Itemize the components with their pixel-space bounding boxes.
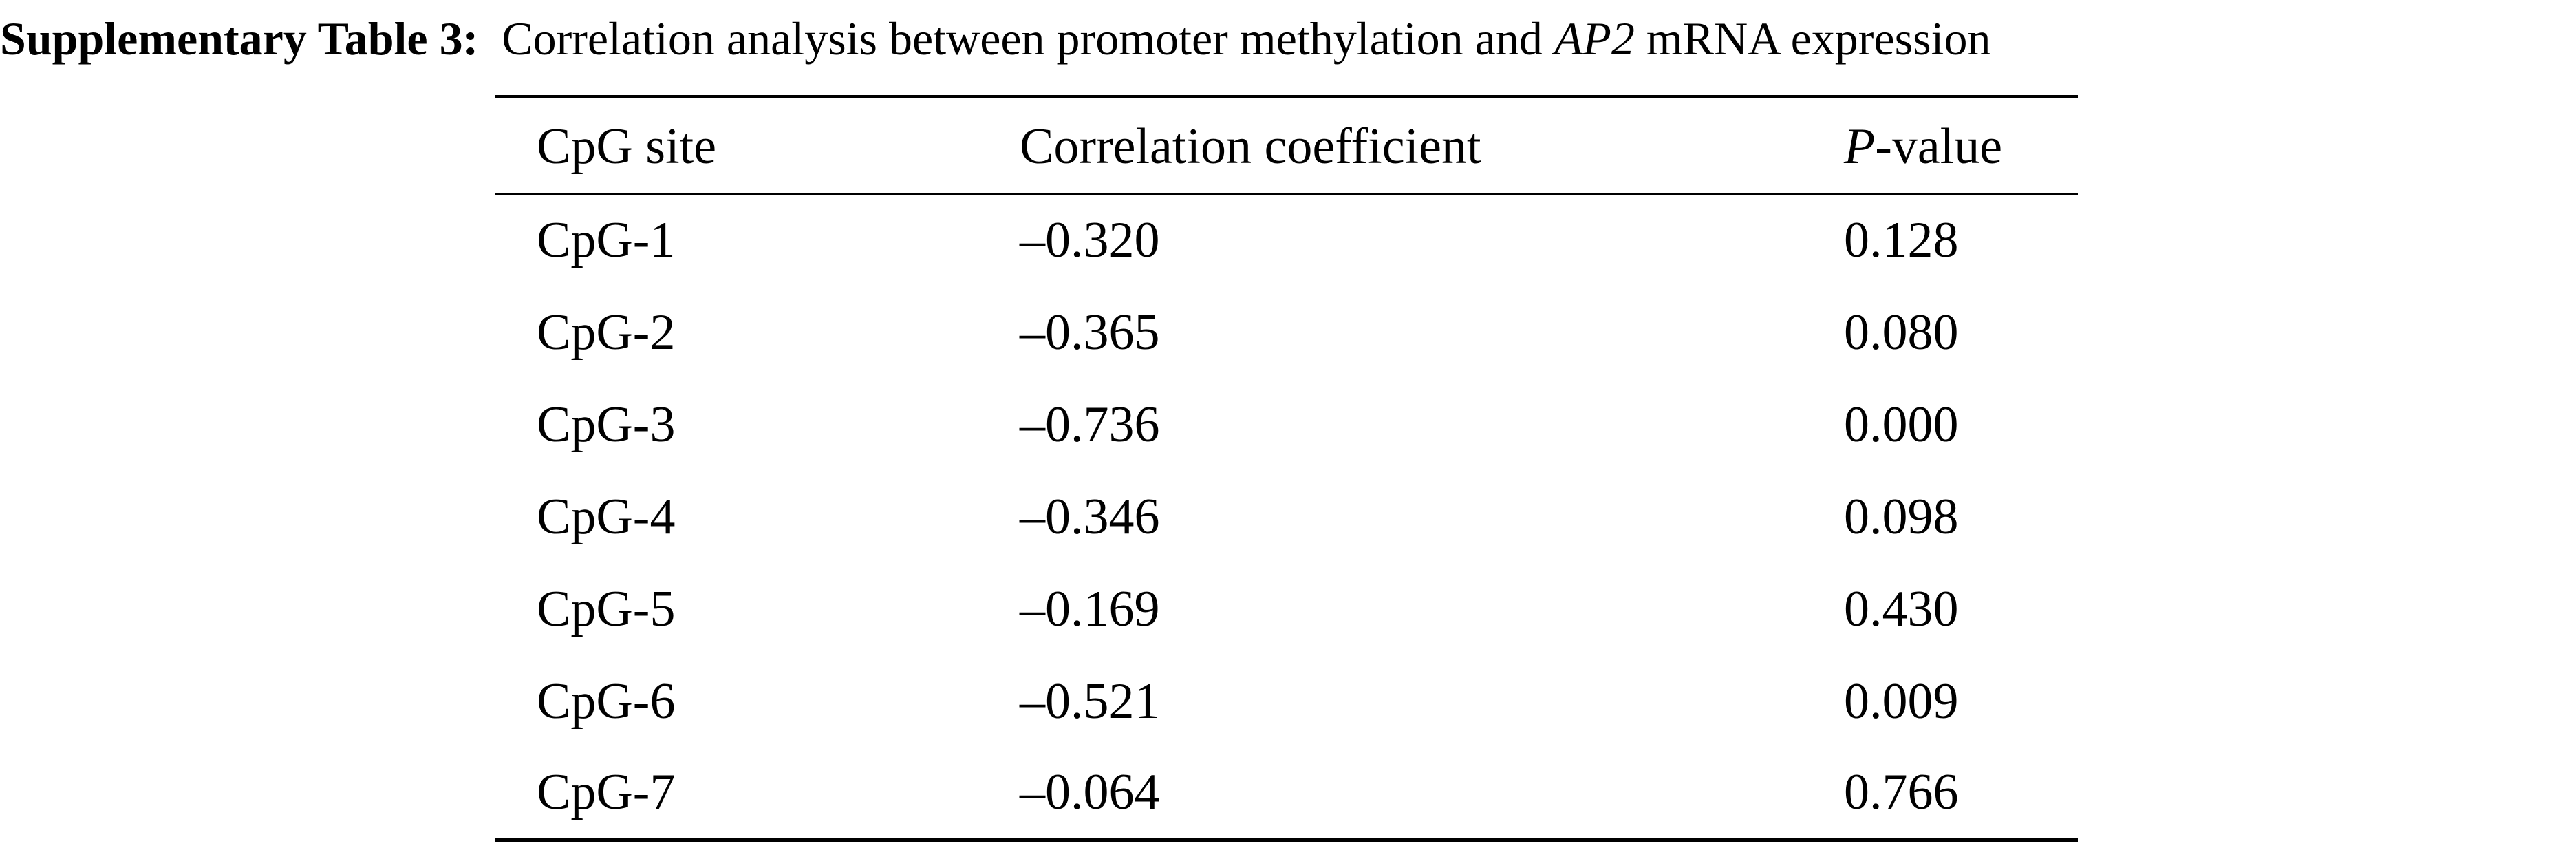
table-row: CpG-7 –0.064 0.766 <box>495 746 2078 838</box>
table-header-rule <box>495 193 2078 195</box>
caption-label: Supplementary Table 3: <box>0 12 479 65</box>
caption-text-after: mRNA expression <box>1646 12 1991 65</box>
header-p-rest: -value <box>1875 118 2003 175</box>
table-bottom-rule <box>495 838 2078 842</box>
cell-p-value: 0.098 <box>1844 489 1959 545</box>
table-top-rule <box>495 95 2078 98</box>
caption-gene: AP2 <box>1554 12 1635 65</box>
cell-site: CpG-3 <box>537 396 676 453</box>
cell-site: CpG-7 <box>537 764 676 820</box>
table-row: CpG-6 –0.521 0.009 <box>495 655 2078 748</box>
cell-correlation: –0.521 <box>1020 673 1160 730</box>
cell-p-value: 0.080 <box>1844 304 1959 361</box>
cell-correlation: –0.346 <box>1020 489 1160 545</box>
cell-correlation: –0.169 <box>1020 581 1160 637</box>
table-row: CpG-1 –0.320 0.128 <box>495 194 2078 286</box>
table-row: CpG-5 –0.169 0.430 <box>495 563 2078 655</box>
cell-site: CpG-5 <box>537 581 676 637</box>
cell-correlation: –0.365 <box>1020 304 1160 361</box>
cell-site: CpG-6 <box>537 673 676 730</box>
cell-correlation: –0.320 <box>1020 212 1160 268</box>
cell-p-value: 0.000 <box>1844 396 1959 453</box>
caption-text-before: Correlation analysis between promoter me… <box>502 12 1543 65</box>
table-caption: Supplementary Table 3: Correlation analy… <box>0 11 2576 66</box>
cell-correlation: –0.064 <box>1020 764 1160 820</box>
cell-p-value: 0.128 <box>1844 212 1959 268</box>
header-cpg-site: CpG site <box>537 118 717 175</box>
table-header-row: CpG site Correlation coefficient P-value <box>495 100 2078 193</box>
cell-site: CpG-1 <box>537 212 676 268</box>
cell-site: CpG-2 <box>537 304 676 361</box>
caption-text: Correlation analysis between promoter me… <box>502 12 1990 65</box>
cell-p-value: 0.766 <box>1844 764 1959 820</box>
header-p-value: P-value <box>1844 100 2002 193</box>
table-row: CpG-2 –0.365 0.080 <box>495 286 2078 379</box>
header-correlation-coefficient: Correlation coefficient <box>1020 118 1481 175</box>
table-row: CpG-3 –0.736 0.000 <box>495 379 2078 471</box>
cell-p-value: 0.430 <box>1844 581 1959 637</box>
table-row: CpG-4 –0.346 0.098 <box>495 471 2078 563</box>
cell-p-value: 0.009 <box>1844 673 1959 730</box>
cell-site: CpG-4 <box>537 489 676 545</box>
cell-correlation: –0.736 <box>1020 396 1160 453</box>
header-p-italic: P <box>1844 118 1876 175</box>
